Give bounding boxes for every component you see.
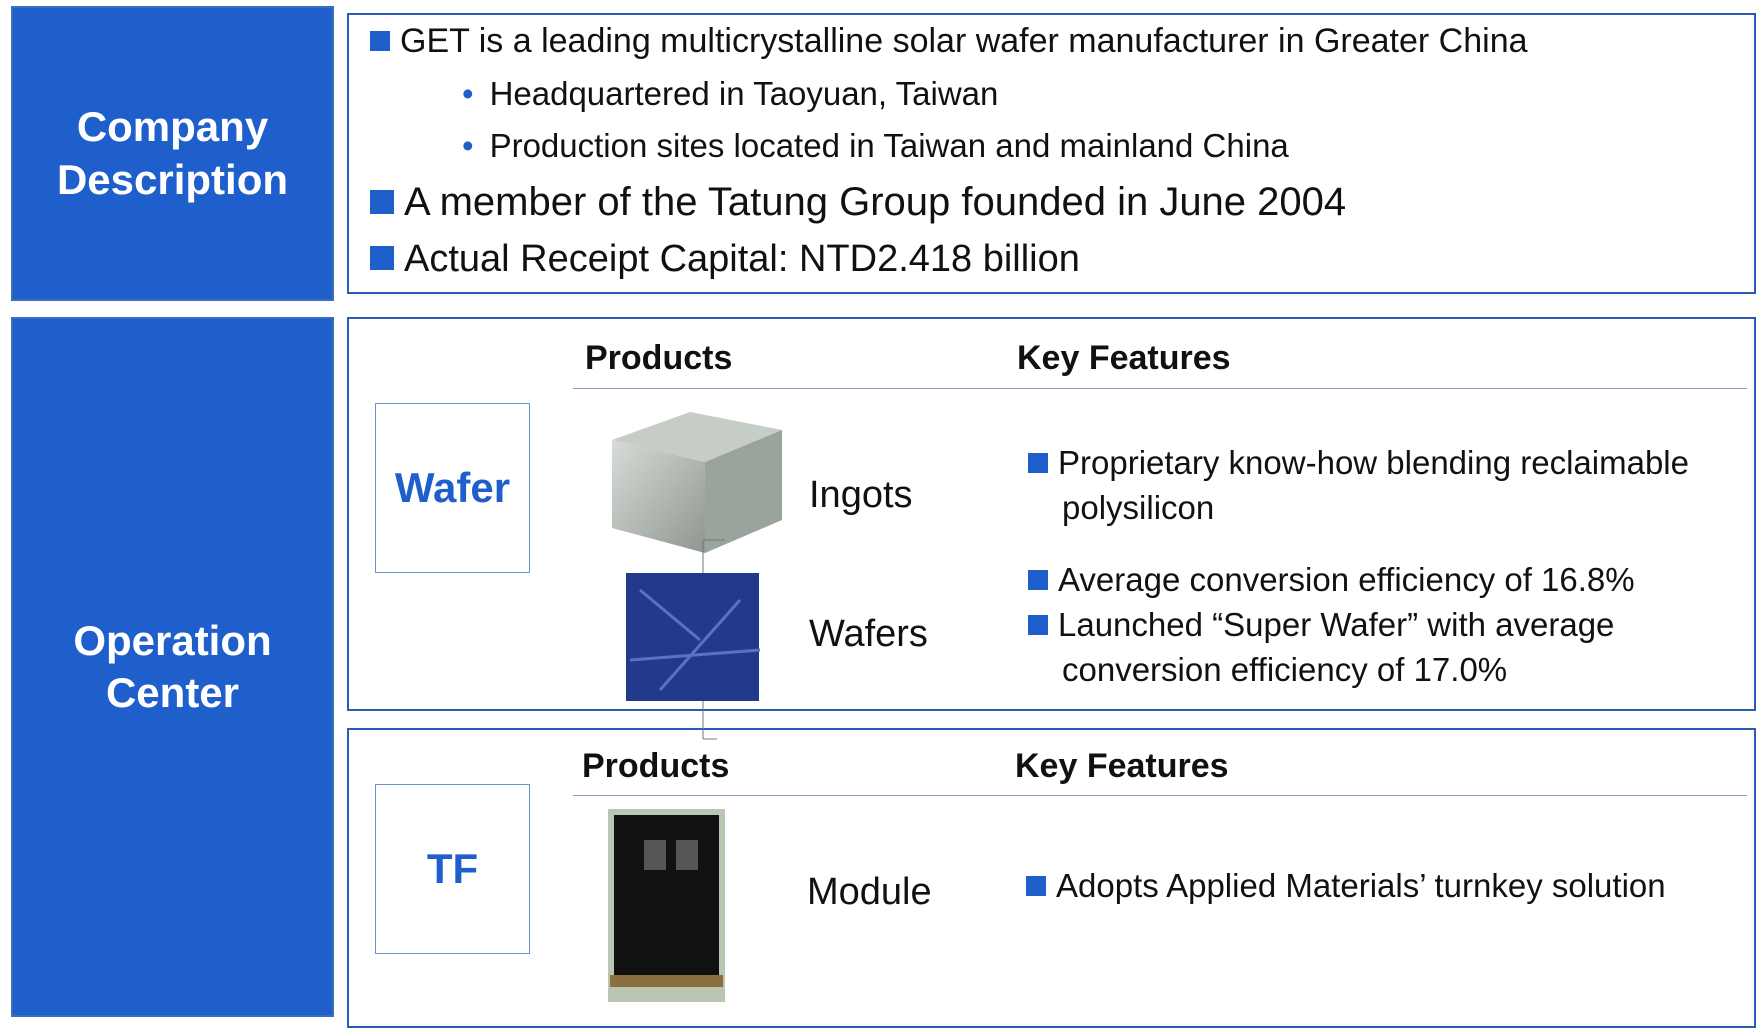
module-window <box>676 840 698 870</box>
feature: Average conversion efficiency of 16.8% <box>1028 557 1752 602</box>
divider <box>573 795 1747 796</box>
module-stand <box>610 975 723 987</box>
feature-text: Proprietary know-how blending reclaimabl… <box>1058 444 1689 526</box>
module-panel <box>614 815 719 975</box>
feature-text: Launched “Super Wafer” with average conv… <box>1058 606 1614 688</box>
feature: Adopts Applied Materials’ turnkey soluti… <box>1026 863 1750 908</box>
feature-text: Average conversion efficiency of 16.8% <box>1058 561 1635 598</box>
wafer-image <box>626 573 759 701</box>
product-label: Module <box>807 871 932 914</box>
category-box: TF <box>375 784 530 954</box>
product-label: Wafers <box>809 613 928 656</box>
feature: Launched “Super Wafer” with average conv… <box>1028 602 1752 692</box>
column-header: Products <box>582 747 729 786</box>
feature-text: Adopts Applied Materials’ turnkey soluti… <box>1056 867 1666 904</box>
page: Company Description GET is a leading mul… <box>0 0 1756 1017</box>
feature: Proprietary know-how blending reclaimabl… <box>1028 440 1752 530</box>
column-header: Key Features <box>1015 747 1229 786</box>
product-label: Ingots <box>809 474 913 517</box>
ingot-image <box>612 412 782 553</box>
module-window <box>644 840 666 870</box>
